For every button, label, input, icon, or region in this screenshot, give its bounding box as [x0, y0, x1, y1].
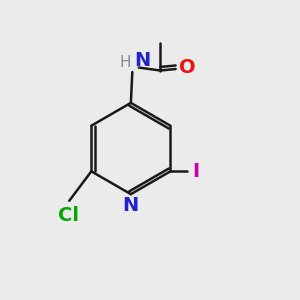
Text: N: N: [134, 51, 150, 70]
Text: Cl: Cl: [58, 206, 79, 225]
Text: H: H: [119, 55, 131, 70]
Text: I: I: [192, 162, 199, 181]
Text: N: N: [123, 196, 139, 214]
Text: O: O: [179, 58, 196, 77]
